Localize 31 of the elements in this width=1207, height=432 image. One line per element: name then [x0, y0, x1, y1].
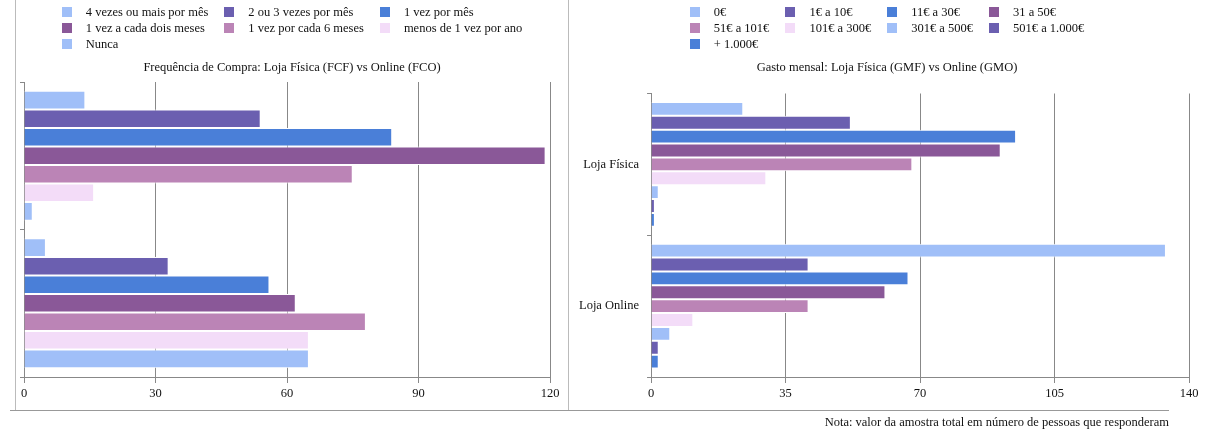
legend-label: 1 vez por cada 6 meses: [247, 20, 364, 36]
x-tick-label: 105: [1045, 385, 1064, 400]
legend-label: 1 vez por mês: [402, 4, 475, 20]
x-tick-label: 30: [149, 385, 162, 400]
legend-label: 501€ a 1.000€: [1012, 20, 1085, 36]
legend-label: 4 vezes ou mais por mês: [84, 4, 209, 20]
legend-label: 301€ a 500€: [910, 20, 973, 36]
legend-label: 11€ a 30€: [910, 4, 962, 20]
x-tick-label: 35: [779, 385, 792, 400]
legend-label: menos de 1 vez por ano: [402, 20, 523, 36]
legend-label: 1€ a 10€: [808, 4, 854, 20]
x-tick-label: 90: [412, 385, 425, 400]
x-tick-label: 70: [913, 385, 927, 400]
x-tick-label: 0: [647, 385, 655, 400]
chart-title: Frequência de Compra: Loja Física (FCF) vs Online (FCO): [142, 60, 442, 75]
legend-label: + 1.000€: [712, 36, 760, 52]
legend-label: 2 ou 3 vezes por mês: [247, 4, 355, 20]
legend-label: 0€: [712, 4, 728, 20]
legend-label: 51€ a 101€: [712, 20, 770, 36]
x-tick-label: 120: [540, 385, 560, 400]
x-tick-label: 0: [20, 385, 28, 400]
legend-label: 31 a 50€: [1012, 4, 1058, 20]
chart-title: Gasto mensal: Loja Física (GMF) vs Online (GMO): [755, 60, 1019, 75]
x-tick-label: 60: [280, 385, 294, 400]
x-tick-label: 140: [1179, 385, 1199, 400]
legend-label: Nunca: [84, 36, 120, 52]
y-tick-label: Loja Online: [578, 298, 640, 313]
y-tick-label: Loja Física: [583, 156, 640, 171]
text: Nota: valor da amostra total em número de pessoas que responderam: [824, 415, 1169, 430]
legend-label: 101€ a 300€: [808, 20, 872, 36]
legend-label: 1 vez a cada dois meses: [84, 20, 206, 36]
